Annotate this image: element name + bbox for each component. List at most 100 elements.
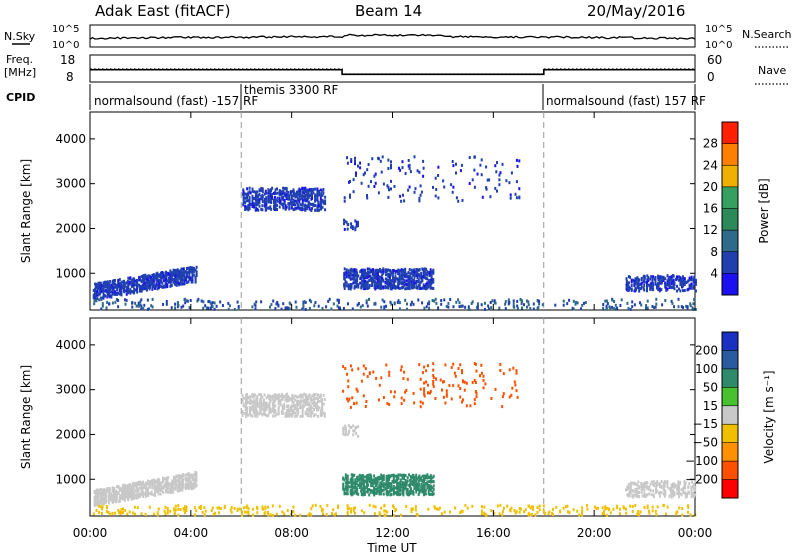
range-cell — [151, 273, 154, 277]
colorbar-frame — [721, 331, 739, 499]
range-cell — [390, 271, 393, 275]
range-cell — [357, 367, 360, 371]
range-cell — [308, 408, 311, 412]
range-cell — [209, 301, 212, 305]
range-cell — [417, 487, 420, 490]
range-cell — [398, 278, 401, 282]
range-cell — [142, 495, 145, 498]
range-cell — [251, 205, 254, 208]
range-cell — [251, 414, 254, 418]
range-cell — [401, 160, 404, 164]
range-cell — [350, 277, 353, 281]
range-cell — [202, 300, 205, 304]
range-cell — [140, 275, 143, 279]
range-cell — [247, 204, 250, 207]
colorbar-swatch — [722, 387, 738, 407]
range-cell — [687, 505, 690, 509]
range-cell — [357, 274, 360, 278]
range-cell — [380, 275, 383, 279]
range-cell — [509, 509, 512, 513]
range-cell — [416, 513, 419, 517]
range-cell — [422, 166, 425, 170]
range-cell — [461, 304, 464, 308]
range-cell — [282, 202, 285, 206]
range-cell — [616, 306, 619, 310]
range-cell — [246, 187, 249, 191]
range-cell — [602, 510, 605, 513]
colorbar-tick-label: 200 — [695, 343, 718, 357]
range-cell — [345, 281, 348, 285]
range-cell — [354, 511, 356, 515]
range-cell — [385, 268, 387, 272]
range-cell — [310, 209, 313, 212]
range-cell — [102, 281, 105, 285]
range-cell — [426, 486, 429, 490]
range-cell — [132, 496, 135, 500]
range-cell — [142, 482, 145, 486]
range-cell — [265, 405, 268, 409]
range-cell — [294, 513, 297, 517]
range-cell — [94, 497, 97, 501]
range-cell — [581, 509, 584, 513]
range-cell — [112, 279, 115, 283]
range-cell — [194, 268, 197, 272]
range-cell — [378, 492, 381, 496]
range-cell — [351, 225, 354, 229]
range-cell — [117, 490, 120, 494]
range-cell — [432, 185, 434, 189]
range-cell — [355, 387, 358, 391]
range-cell — [301, 407, 304, 411]
range-cell — [578, 513, 581, 517]
range-cell — [344, 492, 347, 495]
range-cell — [673, 287, 676, 291]
range-cell — [399, 488, 402, 492]
range-cell — [665, 283, 668, 287]
range-cell — [369, 274, 372, 278]
range-cell — [160, 486, 163, 490]
range-cell — [496, 504, 499, 508]
range-cell — [633, 303, 636, 307]
range-cell — [346, 397, 349, 401]
range-cell — [272, 400, 275, 403]
range-cell — [431, 480, 434, 484]
range-cell — [405, 388, 408, 392]
range-cell — [197, 297, 200, 301]
range-cell — [189, 266, 192, 270]
range-cell — [409, 279, 412, 283]
range-cell — [361, 279, 363, 283]
range-cell — [442, 395, 445, 399]
range-cell — [95, 492, 98, 496]
x-tick-label: 20:00 — [577, 526, 612, 540]
range-cell — [319, 409, 322, 413]
range-cell — [182, 478, 185, 482]
range-cell — [269, 513, 272, 517]
range-cell — [504, 307, 507, 311]
range-cell — [327, 299, 330, 303]
range-cell — [157, 507, 160, 511]
range-cell — [95, 509, 98, 512]
range-cell — [174, 504, 177, 508]
range-cell — [112, 486, 115, 490]
range-cell — [626, 485, 629, 489]
range-cell — [397, 268, 400, 272]
range-cell — [669, 285, 672, 289]
range-cell — [256, 400, 259, 404]
range-cell — [399, 168, 402, 172]
range-cell — [205, 306, 208, 310]
range-cell — [267, 394, 270, 398]
range-cell — [409, 475, 412, 479]
range-cell — [147, 492, 149, 496]
range-cell — [670, 299, 673, 303]
range-cell — [173, 507, 175, 511]
colorbar-tick-label: −100 — [685, 454, 718, 468]
range-cell — [344, 424, 347, 428]
range-cell — [100, 489, 103, 493]
x-tick-label: 04:00 — [174, 526, 209, 540]
range-cell — [105, 505, 108, 508]
range-cell — [484, 382, 487, 386]
range-cell — [299, 197, 302, 201]
range-cell — [502, 372, 505, 376]
range-cell — [499, 171, 502, 175]
range-cell — [663, 484, 666, 488]
range-cell — [191, 273, 194, 277]
